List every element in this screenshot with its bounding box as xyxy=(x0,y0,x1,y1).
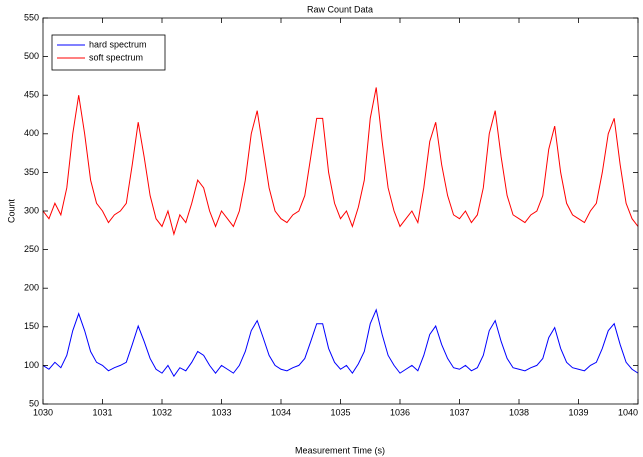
y-tick-label: 50 xyxy=(29,398,39,408)
y-tick-label: 100 xyxy=(24,360,39,370)
x-tick-label: 1037 xyxy=(449,407,469,417)
y-tick-label: 450 xyxy=(24,90,39,100)
x-tick-label: 1034 xyxy=(271,407,291,417)
legend-box xyxy=(51,34,166,71)
x-tick-label: 1032 xyxy=(152,407,172,417)
y-tick-label: 500 xyxy=(24,51,39,61)
x-tick-label: 1030 xyxy=(33,407,53,417)
x-axis-label: Measurement Time (s) xyxy=(295,445,385,455)
legend-label: soft spectrum xyxy=(89,52,143,62)
data-line xyxy=(42,87,639,236)
plot-area xyxy=(43,18,638,404)
y-tick-label: 200 xyxy=(24,283,39,293)
y-tick-label: 400 xyxy=(24,128,39,138)
y-tick-label: 300 xyxy=(24,205,39,215)
x-tick-label: 1038 xyxy=(509,407,529,417)
x-tick-label: 1036 xyxy=(390,407,410,417)
x-tick-label: 1040 xyxy=(618,407,638,417)
y-tick-label: 250 xyxy=(24,244,39,254)
data-line xyxy=(42,308,639,378)
chart-title: Raw Count Data xyxy=(307,4,373,14)
y-axis-label: Count xyxy=(6,199,16,224)
x-tick-label: 1035 xyxy=(330,407,350,417)
y-tick-label: 150 xyxy=(24,321,39,331)
y-tick-label: 350 xyxy=(24,167,39,177)
y-tick-label: 550 xyxy=(24,12,39,22)
x-tick-label: 1039 xyxy=(568,407,588,417)
legend-label: hard spectrum xyxy=(89,39,147,49)
x-tick-label: 1031 xyxy=(92,407,112,417)
x-tick-label: 1033 xyxy=(211,407,231,417)
